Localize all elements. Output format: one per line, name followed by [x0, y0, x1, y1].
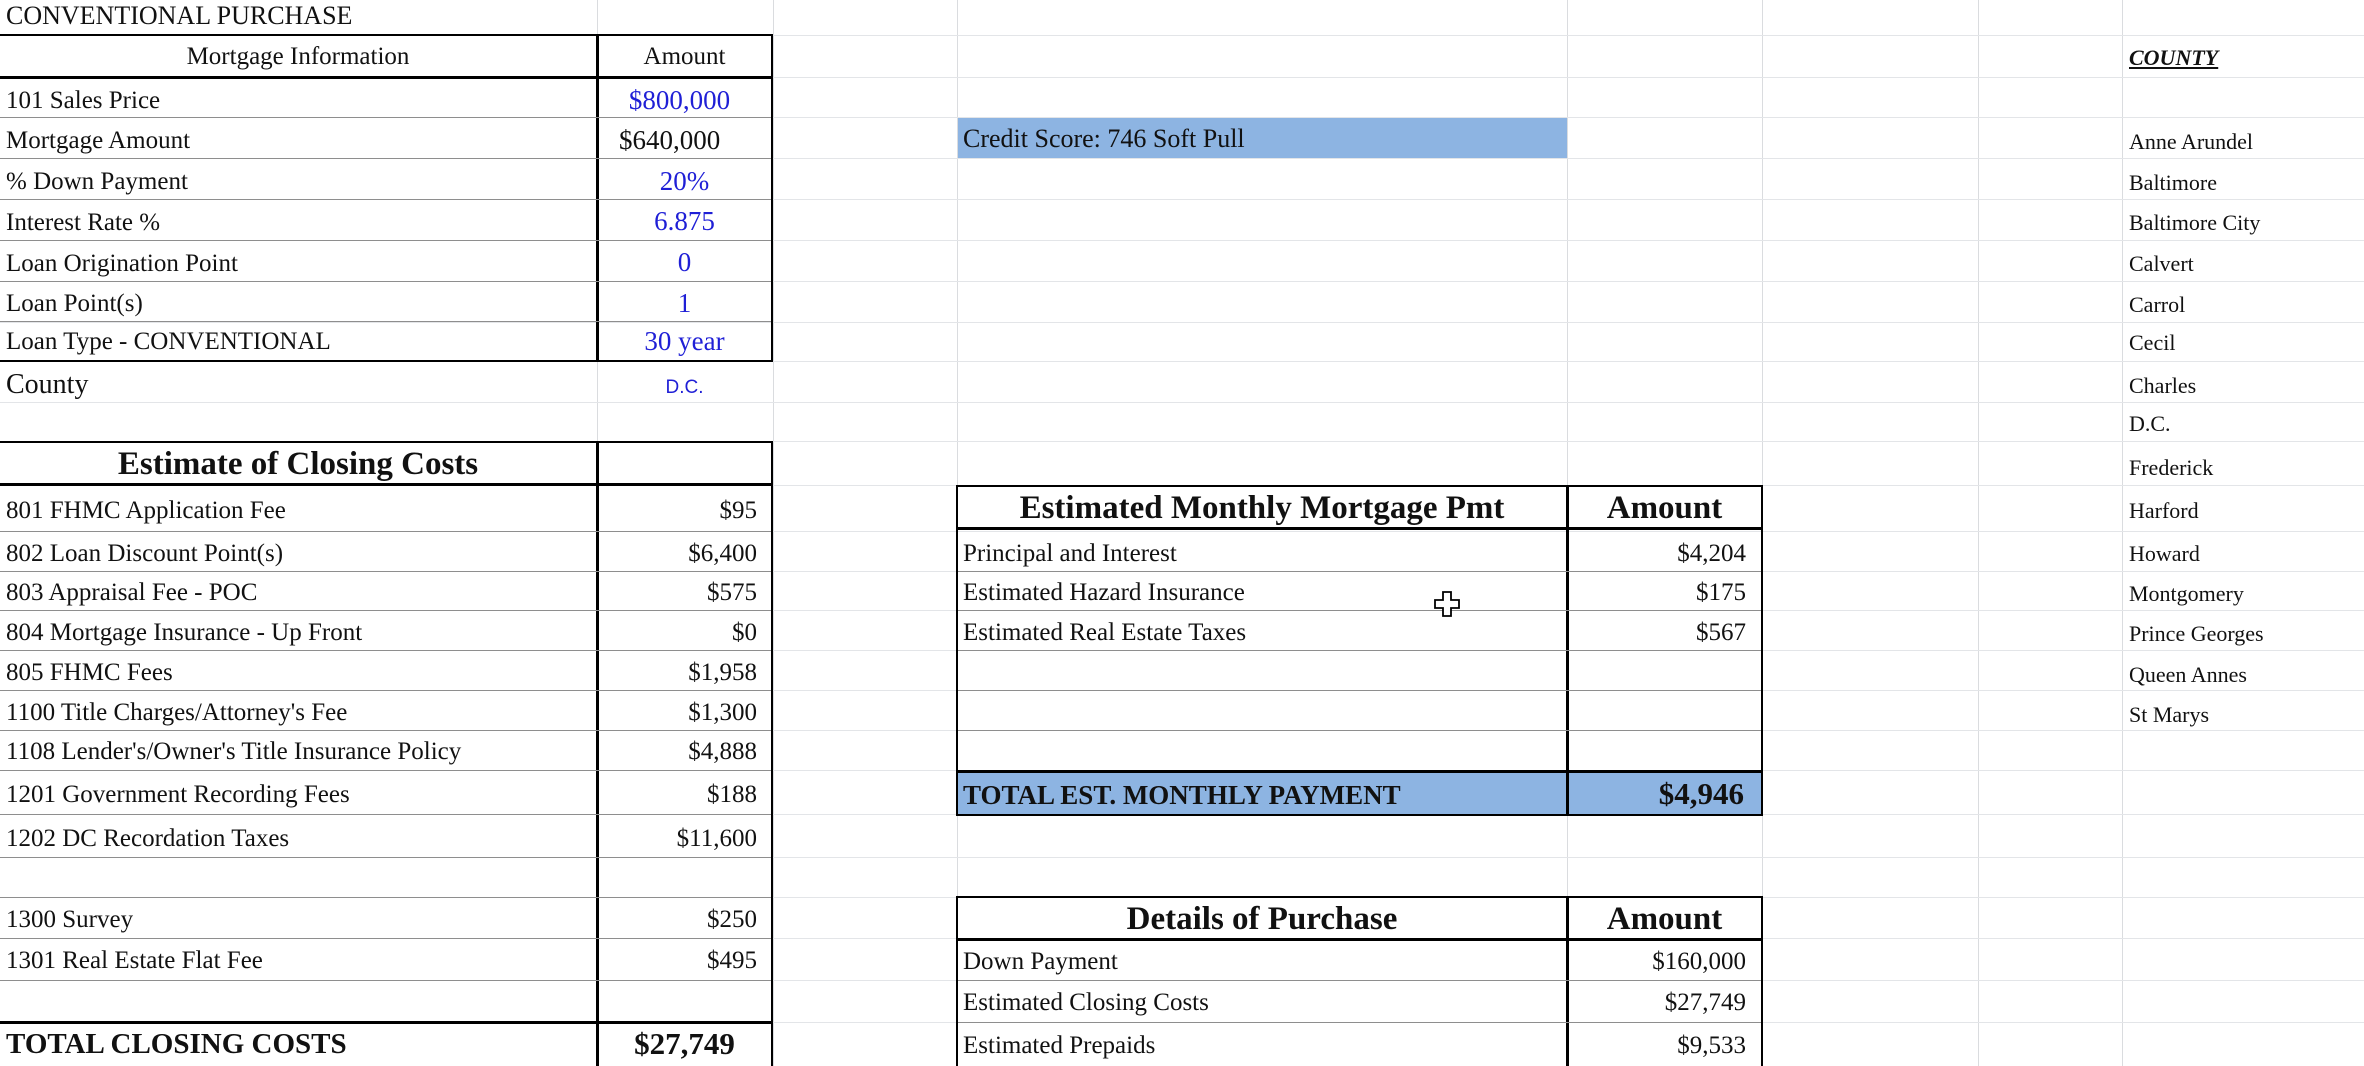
county-item[interactable]: Harford — [2129, 500, 2199, 522]
cc-row-1201-label[interactable]: 1201 Government Recording Fees — [6, 782, 350, 807]
cc-row-801-value[interactable]: $95 — [598, 498, 757, 523]
monthly-payment-header[interactable]: Estimated Monthly Mortgage Pmt — [958, 492, 1566, 525]
county-item[interactable]: Baltimore City — [2129, 212, 2260, 234]
cc-row-1201-value[interactable]: $188 — [598, 782, 757, 807]
county-item[interactable]: Carrol — [2129, 294, 2185, 316]
down-payment-pct-label[interactable]: % Down Payment — [6, 169, 188, 194]
est-closing-costs-label[interactable]: Estimated Closing Costs — [963, 990, 1209, 1015]
county-label[interactable]: County — [6, 371, 88, 399]
mortgage-info-header[interactable]: Mortgage Information — [0, 44, 596, 69]
cc-row-1100-label[interactable]: 1100 Title Charges/Attorney's Fee — [6, 700, 347, 725]
mortgage-amount-header[interactable]: Amount — [598, 44, 771, 69]
county-item[interactable]: Queen Annes — [2129, 664, 2247, 686]
county-list-header[interactable]: COUNTY — [2129, 47, 2218, 69]
county-item[interactable]: Calvert — [2129, 253, 2194, 275]
cc-row-1300-value[interactable]: $250 — [598, 907, 757, 932]
real-estate-taxes-label[interactable]: Estimated Real Estate Taxes — [963, 620, 1246, 645]
credit-score-cell[interactable]: Credit Score: 746 Soft Pull — [958, 118, 1567, 158]
principal-interest-label[interactable]: Principal and Interest — [963, 541, 1177, 566]
origination-point-label[interactable]: Loan Origination Point — [6, 251, 238, 276]
origination-point-value[interactable]: 0 — [598, 249, 771, 276]
county-item[interactable]: Prince Georges — [2129, 623, 2264, 645]
monthly-amount-header[interactable]: Amount — [1568, 492, 1761, 525]
est-prepaids-value[interactable]: $9,533 — [1568, 1033, 1746, 1058]
sales-price-label[interactable]: 101 Sales Price — [6, 88, 160, 113]
cc-row-1202-value[interactable]: $11,600 — [598, 826, 757, 851]
total-monthly-payment-value[interactable]: $4,946 — [1568, 778, 1744, 809]
total-closing-costs-label[interactable]: TOTAL CLOSING COSTS — [6, 1030, 347, 1059]
county-item[interactable]: Baltimore — [2129, 172, 2217, 194]
county-item[interactable]: D.C. — [2129, 413, 2171, 435]
loan-type-label[interactable]: Loan Type - CONVENTIONAL — [6, 329, 331, 354]
cc-row-802-value[interactable]: $6,400 — [598, 541, 757, 566]
county-item[interactable]: Frederick — [2129, 457, 2213, 479]
down-payment-value[interactable]: $160,000 — [1568, 949, 1746, 974]
cc-row-802-label[interactable]: 802 Loan Discount Point(s) — [6, 541, 283, 566]
county-value[interactable]: D.C. — [598, 378, 771, 397]
real-estate-taxes-value[interactable]: $567 — [1568, 620, 1746, 645]
est-prepaids-label[interactable]: Estimated Prepaids — [963, 1033, 1155, 1058]
cc-row-805-label[interactable]: 805 FHMC Fees — [6, 660, 173, 685]
loan-points-value[interactable]: 1 — [598, 290, 771, 317]
cc-row-804-value[interactable]: $0 — [598, 620, 757, 645]
cc-row-804-label[interactable]: 804 Mortgage Insurance - Up Front — [6, 620, 362, 645]
sheet-title[interactable]: CONVENTIONAL PURCHASE — [6, 3, 352, 29]
cc-row-1301-value[interactable]: $495 — [598, 948, 757, 973]
loan-points-label[interactable]: Loan Point(s) — [6, 291, 143, 316]
sales-price-value[interactable]: $800,000 — [598, 87, 761, 114]
cc-row-803-value[interactable]: $575 — [598, 580, 757, 605]
purchase-details-header[interactable]: Details of Purchase — [958, 903, 1566, 936]
county-item[interactable]: Cecil — [2129, 332, 2175, 354]
cc-row-801-label[interactable]: 801 FHMC Application Fee — [6, 498, 286, 523]
county-item[interactable]: Montgomery — [2129, 583, 2244, 605]
cc-row-1108-label[interactable]: 1108 Lender's/Owner's Title Insurance Po… — [6, 739, 461, 764]
principal-interest-value[interactable]: $4,204 — [1568, 541, 1746, 566]
county-item[interactable]: St Marys — [2129, 704, 2209, 726]
purchase-amount-header[interactable]: Amount — [1568, 903, 1761, 936]
closing-costs-header[interactable]: Estimate of Closing Costs — [0, 448, 596, 481]
move-cursor-icon — [1432, 589, 1462, 619]
down-payment-pct-value[interactable]: 20% — [598, 168, 771, 195]
hazard-insurance-value[interactable]: $175 — [1568, 580, 1746, 605]
mortgage-amount-label[interactable]: Mortgage Amount — [6, 128, 190, 153]
cc-row-1100-value[interactable]: $1,300 — [598, 700, 757, 725]
cc-row-1202-label[interactable]: 1202 DC Recordation Taxes — [6, 826, 289, 851]
down-payment-label[interactable]: Down Payment — [963, 949, 1118, 974]
cc-row-805-value[interactable]: $1,958 — [598, 660, 757, 685]
interest-rate-label[interactable]: Interest Rate % — [6, 210, 160, 235]
cc-row-1108-value[interactable]: $4,888 — [598, 739, 757, 764]
credit-score-text: Credit Score: 746 Soft Pull — [963, 126, 1245, 152]
cc-row-1301-label[interactable]: 1301 Real Estate Flat Fee — [6, 948, 263, 973]
total-monthly-payment-label[interactable]: TOTAL EST. MONTHLY PAYMENT — [963, 782, 1401, 809]
loan-type-value[interactable]: 30 year — [598, 328, 771, 355]
total-closing-costs-value[interactable]: $27,749 — [598, 1028, 771, 1059]
county-item[interactable]: Anne Arundel — [2129, 131, 2253, 153]
county-item[interactable]: Charles — [2129, 375, 2196, 397]
hazard-insurance-label[interactable]: Estimated Hazard Insurance — [963, 580, 1245, 605]
cc-row-1300-label[interactable]: 1300 Survey — [6, 907, 133, 932]
cc-row-803-label[interactable]: 803 Appraisal Fee - POC — [6, 580, 257, 605]
county-item[interactable]: Howard — [2129, 543, 2200, 565]
mortgage-amount-value[interactable]: $640,000 — [619, 127, 720, 154]
est-closing-costs-value[interactable]: $27,749 — [1568, 990, 1746, 1015]
interest-rate-value[interactable]: 6.875 — [598, 208, 771, 235]
